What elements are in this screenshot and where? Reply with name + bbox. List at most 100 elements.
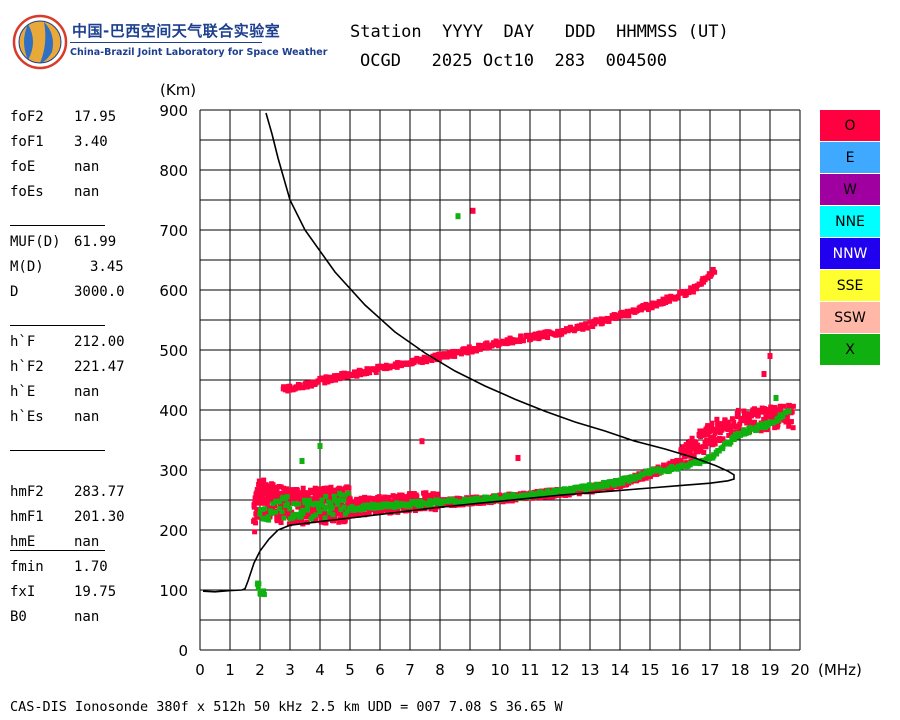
header-line-2: OCGD 2025 Oct10 283 004500 [360, 51, 668, 71]
echo-point [475, 495, 481, 501]
echo-point [745, 411, 751, 417]
echo-point [319, 502, 325, 508]
echo-point [323, 493, 329, 499]
echo-point [553, 491, 559, 497]
echo-point [390, 498, 396, 504]
echo-point [298, 514, 304, 520]
echo-point [761, 406, 767, 412]
y-tick-label: 700 [159, 222, 188, 240]
x-tick-label: 15 [640, 661, 659, 679]
echo-point [567, 324, 573, 330]
echo-point [773, 409, 779, 415]
parameter-separator [10, 325, 105, 326]
echo-point [695, 442, 701, 448]
echo-point [368, 505, 374, 511]
echo-point [712, 269, 718, 275]
echo-point [625, 313, 631, 319]
echo-point [710, 427, 716, 433]
parameter-row: hmF1 201.30 [10, 509, 125, 529]
parameter-row: fmin 1.70 [10, 559, 115, 579]
parameter-name: MUF(D) [10, 234, 61, 250]
echo-point [680, 444, 686, 450]
echo-point [322, 380, 328, 386]
echo-point [449, 497, 455, 503]
echo-point [251, 517, 257, 523]
echo-point [680, 447, 686, 453]
echo-point [678, 459, 684, 465]
echo-point [326, 487, 332, 493]
x-tick-label: 17 [700, 661, 719, 679]
y-tick-label: 600 [159, 282, 188, 300]
echo-point [367, 370, 373, 376]
echo-point [448, 353, 454, 359]
echo-point [293, 511, 299, 517]
echo-point [337, 497, 343, 503]
echo-point [265, 495, 271, 501]
parameter-value: 212.00 [74, 334, 125, 350]
echo-point [323, 504, 329, 510]
echo-point [287, 387, 293, 393]
echo-point [266, 498, 272, 504]
echo-point [299, 490, 305, 496]
echo-point [281, 511, 287, 517]
echo-point [719, 427, 725, 433]
legend-item-nne: NNE [820, 206, 880, 237]
echo-point [514, 493, 520, 499]
echo-point [297, 382, 303, 388]
x-tick-label: 0 [195, 661, 205, 679]
echo-point [717, 435, 723, 441]
echo-point [683, 292, 689, 298]
echo-point [501, 339, 507, 345]
echo-point [329, 505, 335, 511]
echo-point [529, 492, 535, 498]
x-tick-label: 6 [375, 661, 385, 679]
echo-point [346, 485, 352, 491]
logo-divider [70, 42, 262, 43]
echo-point [696, 460, 702, 466]
echo-point [432, 507, 438, 513]
echo-point [354, 496, 360, 502]
echo-point [349, 500, 355, 506]
echo-point [655, 301, 661, 307]
echo-point [585, 325, 591, 331]
echo-point [317, 509, 323, 515]
echo-point [505, 340, 511, 346]
echo-point [312, 485, 318, 491]
echo-point [305, 492, 311, 498]
echo-point [256, 482, 262, 488]
echo-point [735, 407, 741, 413]
parameter-row: foF2 17.95 [10, 109, 116, 129]
echo-point [338, 506, 344, 512]
echo-point [524, 492, 530, 498]
echo-point [765, 426, 771, 432]
echo-point [610, 314, 616, 320]
echo-point [264, 501, 270, 507]
echo-point [310, 502, 316, 508]
echo-point [470, 207, 476, 214]
echo-point [274, 516, 280, 522]
echo-point [342, 492, 348, 498]
echo-point [289, 509, 295, 515]
echo-point [319, 497, 325, 503]
echo-point [615, 314, 621, 320]
echo-point [393, 497, 399, 503]
echo-point [580, 485, 586, 491]
echo-point [392, 495, 398, 501]
parameter-row: foE nan [10, 159, 115, 179]
echo-point [263, 490, 269, 496]
echo-point [322, 515, 328, 521]
echo-point [550, 490, 556, 496]
echo-point [518, 333, 524, 339]
echo-point [419, 505, 425, 511]
echo-point [295, 385, 301, 391]
echo-point [617, 313, 623, 319]
echo-point [778, 407, 784, 413]
echo-point [296, 501, 302, 507]
echo-point [601, 483, 607, 489]
echo-point [770, 416, 776, 422]
x-tick-label: 7 [405, 661, 415, 679]
echo-point [728, 423, 734, 429]
parameter-name: M(D) [10, 259, 44, 275]
echo-point [310, 513, 316, 519]
echo-point [321, 377, 327, 383]
